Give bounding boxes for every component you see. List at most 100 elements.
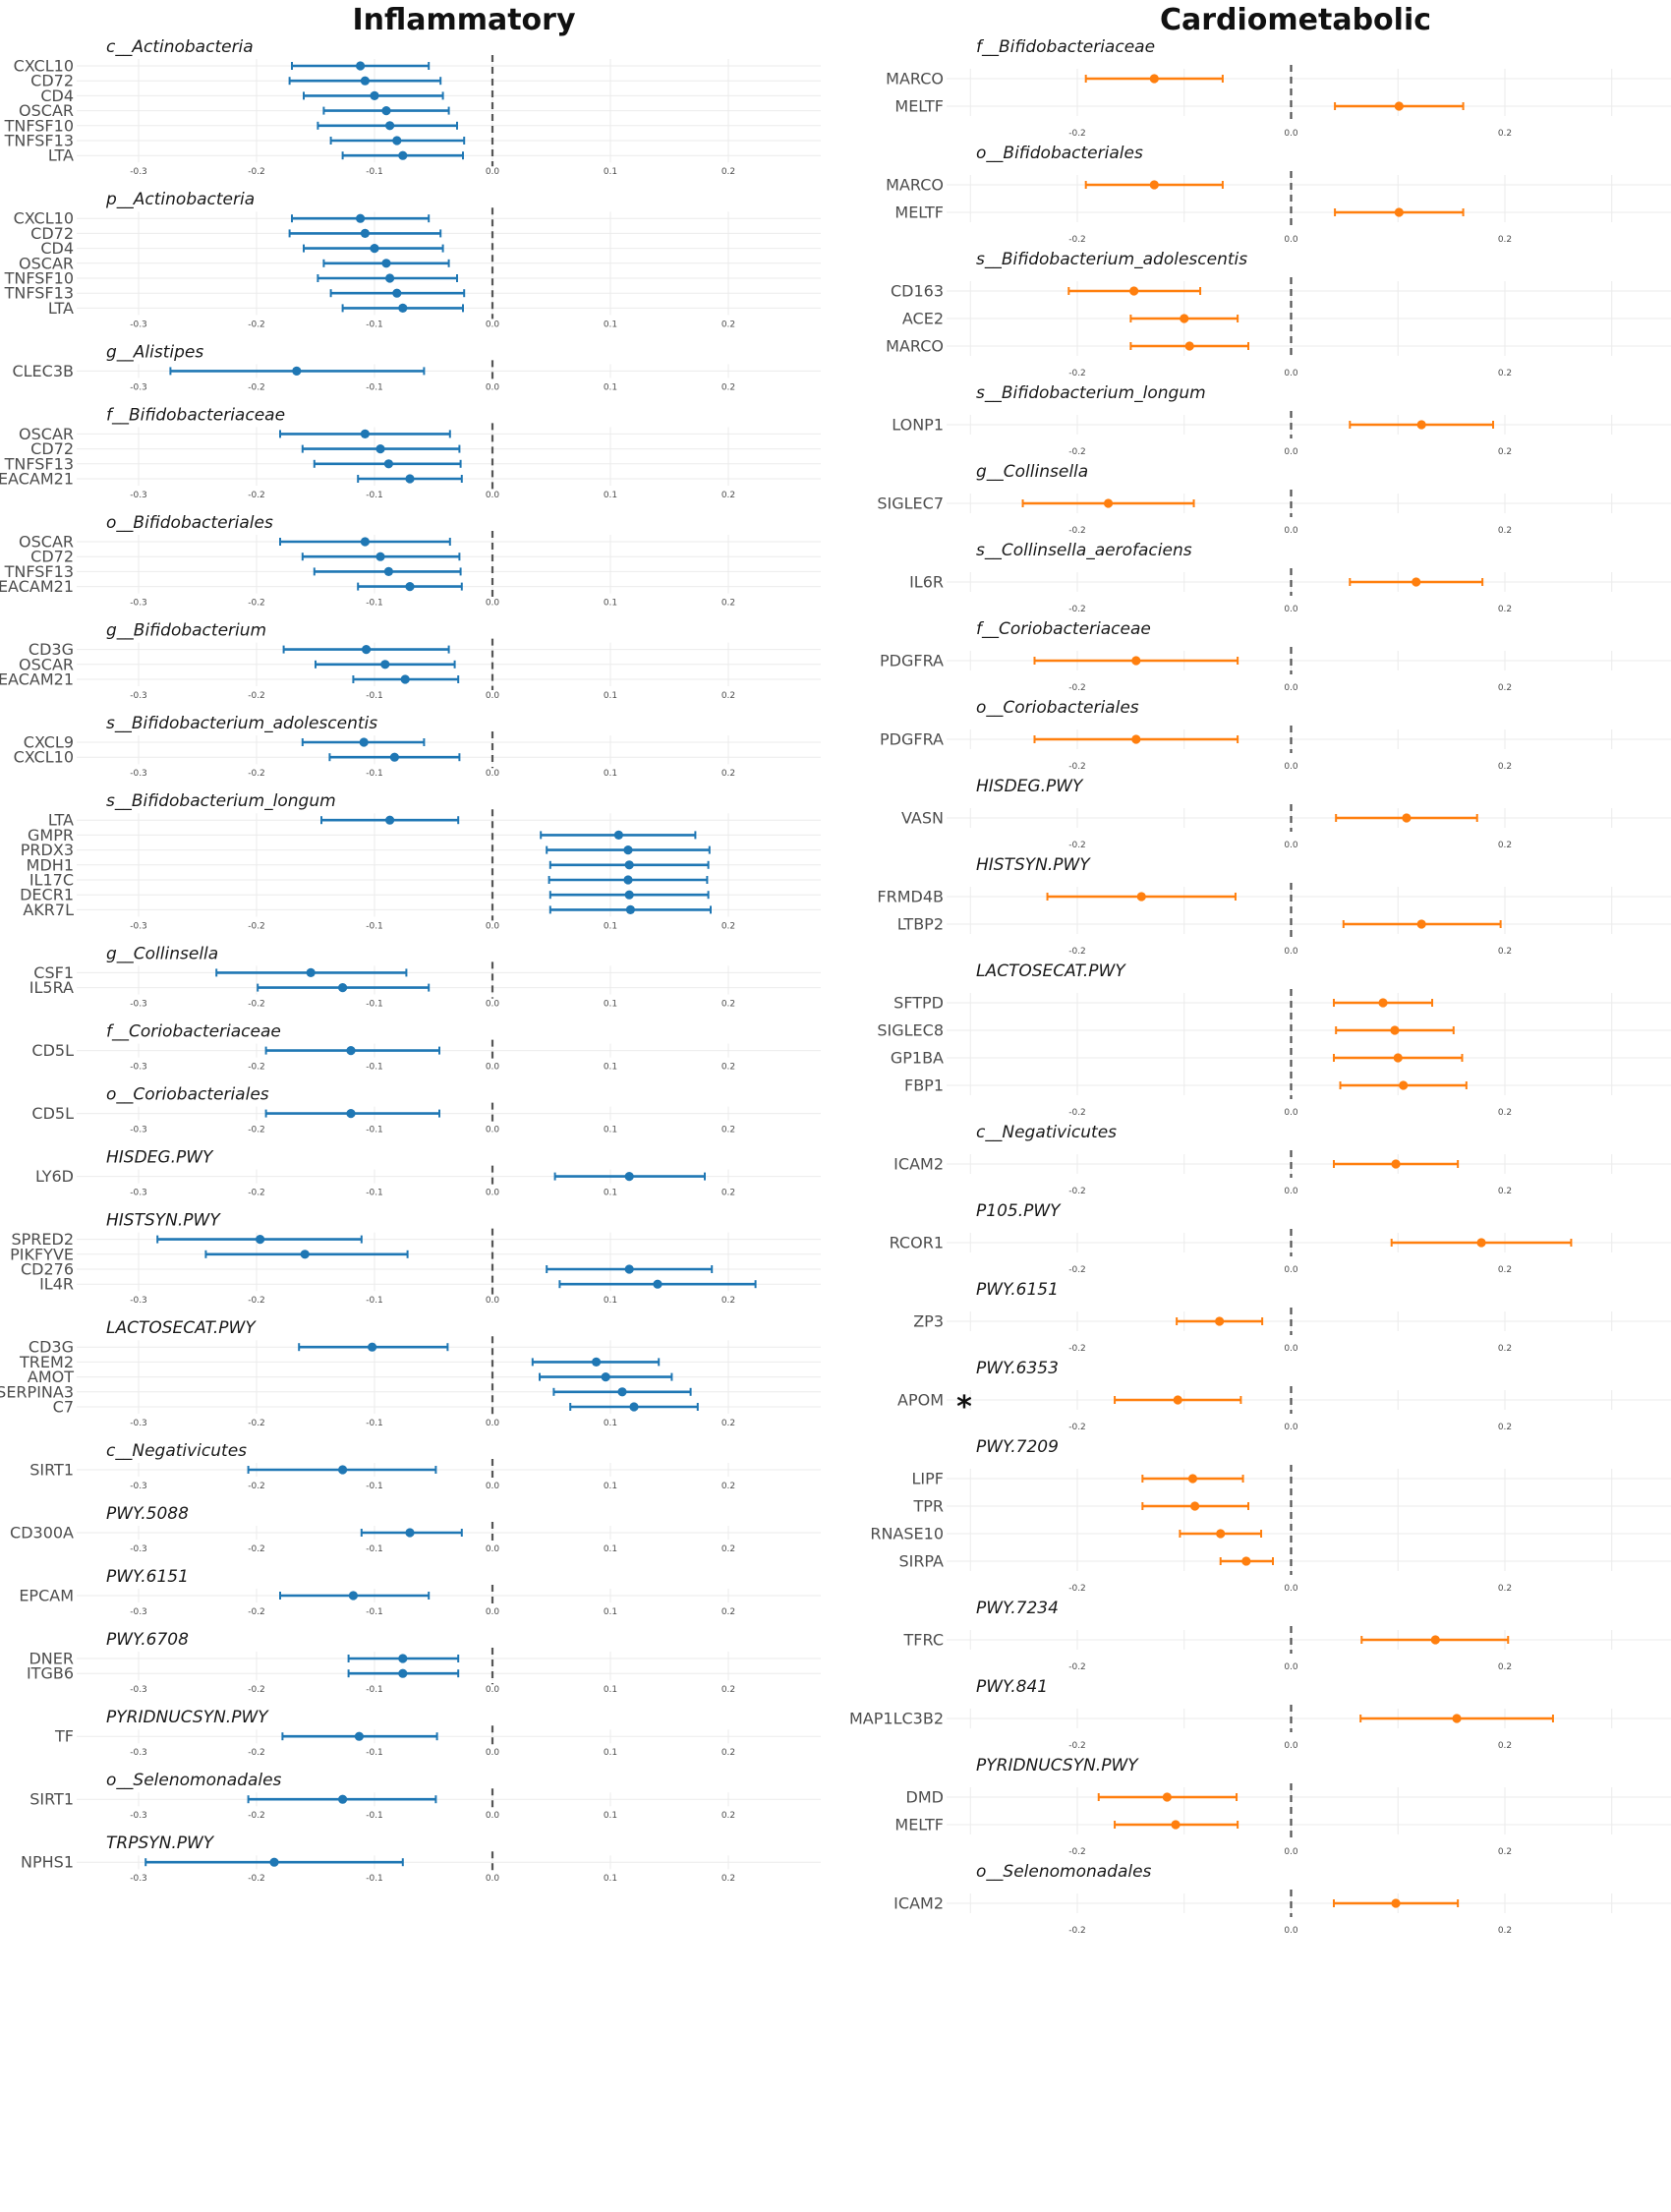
- y-axis-label: FBP1: [904, 1077, 944, 1095]
- panel-trpsyn-pwy: TRPSYN.PWY NPHS1 -0.3 -0.2 -0.1 0.0 0.1 0.2: [21, 1834, 821, 1884]
- panel-hisdeg-pwy: HISDEG.PWY LY6D -0.3 -0.2 -0.1 0.0 0.1 0.2: [35, 1148, 821, 1198]
- point-estimate: [1390, 1025, 1400, 1035]
- y-axis-label: CD4: [40, 239, 74, 258]
- x-tick-label: -0.2: [248, 691, 265, 701]
- y-axis-label: CD5L: [31, 1104, 74, 1123]
- y-axis-label: MDH1: [27, 855, 74, 874]
- x-tick-label: 0.1: [604, 167, 617, 177]
- point-estimate: [385, 273, 395, 283]
- point-estimate: [398, 1668, 408, 1678]
- panel-title: f__Coriobacteriaceae: [106, 1022, 281, 1042]
- point-estimate: [405, 474, 415, 484]
- panel-title: f__Bifidobacteriaceae: [106, 405, 285, 425]
- y-axis-label: FRMD4B: [877, 888, 944, 906]
- panel-pyridnucsyn-pwy: PYRIDNUCSYN.PWY DMD MELTF -0.2 0.0 0.2: [894, 1756, 1671, 1857]
- point-estimate: [1391, 1898, 1401, 1908]
- panel-c-negativicutes: c__Negativicutes ICAM2 -0.2 0.0 0.2: [893, 1123, 1671, 1196]
- point-estimate: [360, 76, 370, 86]
- x-tick-label: 0.2: [1498, 841, 1512, 850]
- x-tick-label: -0.2: [248, 1482, 265, 1491]
- point-estimate: [1184, 341, 1194, 351]
- cardiometabolic-forest-plots: f__Bifidobacteriaceae MARCO MELTF -0.2 0.0 0.…: [849, 37, 1671, 1936]
- x-tick-label: -0.1: [366, 1000, 383, 1010]
- point-estimate: [1391, 1159, 1401, 1169]
- point-estimate: [1430, 1635, 1440, 1645]
- panel-pwy-7234: PWY.7234 TFRC -0.2 0.0 0.2: [903, 1599, 1671, 1672]
- point-estimate: [617, 1387, 627, 1397]
- point-estimate: [624, 860, 634, 870]
- point-estimate: [1180, 314, 1189, 323]
- x-tick-label: 0.2: [1498, 235, 1512, 245]
- y-axis-label: CXCL9: [24, 733, 74, 752]
- y-axis-label: MELTF: [894, 1816, 944, 1834]
- x-tick-label: -0.1: [366, 921, 383, 931]
- point-estimate: [1394, 207, 1404, 217]
- x-tick-label: -0.2: [1068, 1108, 1086, 1118]
- panel-title: o__Bifidobacteriales: [106, 513, 273, 533]
- point-estimate: [269, 1857, 279, 1867]
- x-tick-label: -0.1: [366, 1874, 383, 1884]
- x-tick-label: 0.2: [1498, 683, 1512, 693]
- x-tick-label: 0.0: [1284, 1584, 1298, 1594]
- x-tick-label: -0.2: [1068, 1584, 1086, 1594]
- x-tick-label: 0.0: [1284, 1847, 1298, 1857]
- x-tick-label: -0.1: [366, 769, 383, 779]
- x-tick-label: 0.0: [1284, 1662, 1298, 1672]
- point-estimate: [381, 106, 391, 116]
- panel-title: c__Negativicutes: [106, 1441, 247, 1461]
- panel-title: f__Bifidobacteriaceae: [976, 37, 1155, 57]
- y-axis-label: CD276: [21, 1260, 74, 1279]
- x-tick-label: 0.2: [1498, 1926, 1512, 1936]
- panel-title: HISDEG.PWY: [106, 1148, 214, 1168]
- panel-f-coriobacteriaceae: f__Coriobacteriaceae PDGFRA -0.2 0.0 0.2: [880, 619, 1671, 693]
- x-tick-label: -0.2: [1068, 841, 1086, 850]
- x-tick-label: -0.1: [366, 1482, 383, 1491]
- y-axis-label: NPHS1: [21, 1853, 74, 1872]
- point-estimate: [625, 904, 636, 915]
- y-axis-label: GP1BA: [891, 1049, 944, 1068]
- point-estimate: [1215, 1316, 1225, 1326]
- panel-pwy-6151: PWY.6151 EPCAM -0.3 -0.2 -0.1 0.0 0.1 0.2: [19, 1567, 821, 1617]
- point-estimate: [398, 150, 408, 160]
- x-tick-label: 0.0: [1284, 1187, 1298, 1196]
- x-tick-label: -0.2: [1068, 605, 1086, 614]
- x-tick-label: 0.0: [1284, 947, 1298, 957]
- panel-title: s__Collinsella_aerofaciens: [976, 541, 1192, 560]
- y-axis-label: TNFSF13: [4, 284, 74, 303]
- x-tick-label: -0.2: [1068, 947, 1086, 957]
- y-axis-label: EPCAM: [19, 1587, 74, 1605]
- panel-title: PWY.7209: [976, 1437, 1059, 1457]
- panel-title: s__Bifidobacterium_longum: [976, 383, 1206, 403]
- x-tick-label: 0.2: [1498, 526, 1512, 536]
- panel-s-collinsella-aerofaciens: s__Collinsella_aerofaciens IL6R -0.2 0.0 0.2: [909, 541, 1671, 614]
- panel-pwy-7209: PWY.7209 LIPF TPR RNASE10 SIRPA -0.2 0.0 0.2: [870, 1437, 1671, 1594]
- panel-title: o__Selenomonadales: [106, 1771, 282, 1790]
- point-estimate: [1131, 656, 1141, 666]
- x-tick-label: -0.3: [130, 1874, 147, 1884]
- y-axis-label: PDGFRA: [880, 730, 944, 749]
- y-axis-label: LONP1: [892, 416, 944, 435]
- y-axis-label: MARCO: [886, 337, 944, 356]
- point-estimate: [256, 1235, 265, 1245]
- x-tick-label: -0.3: [130, 320, 147, 329]
- x-tick-label: -0.2: [248, 491, 265, 500]
- x-tick-label: 0.2: [721, 320, 735, 329]
- x-tick-label: -0.1: [366, 1296, 383, 1306]
- y-axis-label: MELTF: [894, 204, 944, 222]
- x-tick-label: -0.1: [366, 1607, 383, 1617]
- x-tick-label: 0.1: [604, 1189, 617, 1198]
- panel-title: PWY.6353: [976, 1359, 1059, 1378]
- point-estimate: [354, 1731, 364, 1741]
- x-tick-label: -0.2: [1068, 1926, 1086, 1936]
- y-axis-label: MAP1LC3B2: [849, 1710, 944, 1728]
- y-axis-label: IL6R: [909, 573, 944, 592]
- x-tick-label: -0.2: [1068, 762, 1086, 772]
- panel-hisdeg-pwy: HISDEG.PWY VASN -0.2 0.0 0.2: [901, 777, 1671, 850]
- x-tick-label: -0.3: [130, 1544, 147, 1554]
- x-tick-label: -0.3: [130, 1811, 147, 1821]
- panel-title: s__Bifidobacterium_adolescentis: [976, 250, 1247, 269]
- point-estimate: [623, 845, 633, 855]
- y-axis-label: CD300A: [10, 1524, 74, 1543]
- point-estimate: [1103, 498, 1114, 508]
